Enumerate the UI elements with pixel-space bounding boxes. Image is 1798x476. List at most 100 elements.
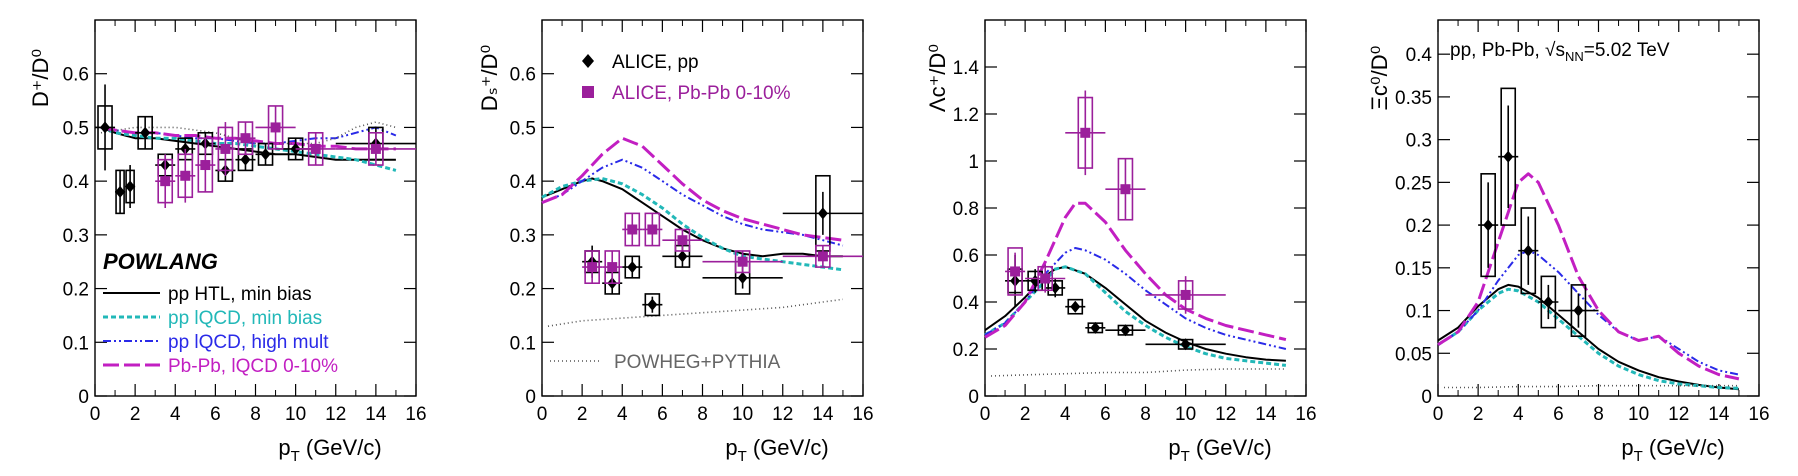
x-tick-label: 16: [1748, 404, 1769, 425]
panel-xi-c: 0 2 4 6 8 10 12 14 16 0 0.05 0.1 0.15 0.2 0.25 0.3 0.35 0…: [1367, 19, 1770, 465]
y-tick-label: 0.3: [63, 226, 89, 247]
marker-diamond: [737, 271, 748, 284]
data-point-alice-pp: [1145, 338, 1226, 351]
marker-diamond: [140, 126, 151, 139]
x-tick-label: 8: [1593, 404, 1604, 425]
marker-diamond: [260, 148, 271, 161]
legend-label: pp lQCD, high mult: [168, 332, 329, 353]
x-tick-label: 12: [1668, 404, 1689, 425]
y-tick-label: 0.4: [1406, 45, 1433, 66]
y-axis-label: Dₛ⁺/D⁰: [477, 45, 502, 112]
marker-diamond: [1483, 219, 1494, 232]
y-tick-label: 0.6: [510, 65, 536, 86]
x-axis-label: pT (GeV/c): [1621, 435, 1724, 465]
marker-diamond: [817, 207, 828, 220]
x-tick-label: 4: [1513, 404, 1524, 425]
curve-pbpb: [541, 136, 844, 242]
data-point-alice-pbpb: [195, 137, 216, 193]
powheg-label: POWHEG+PYTHIA: [614, 352, 781, 373]
y-tick-label: 0: [968, 387, 979, 408]
marker-square: [1040, 273, 1051, 284]
y-tick-label: 0.6: [63, 65, 89, 86]
marker-square: [627, 224, 638, 235]
x-tick-label: 2: [577, 404, 588, 425]
y-tick-label: 0.2: [953, 340, 979, 361]
legend-model: POWLANG pp HTL, min bias pp lQCD, min bi…: [103, 249, 338, 377]
marker-square: [1080, 127, 1091, 138]
data-point-alice-pbpb: [622, 212, 643, 247]
legend-data: ALICE, pp ALICE, Pb-Pb 0-10%: [582, 52, 791, 104]
x-tick-label: 8: [250, 404, 261, 425]
x-tick-label: 8: [697, 404, 708, 425]
marker-diamond: [1180, 338, 1191, 351]
legend-entry-alice-pbpb: ALICE, Pb-Pb 0-10%: [582, 83, 791, 104]
marker-square: [1010, 266, 1021, 277]
x-tick-label: 6: [1553, 404, 1564, 425]
marker-square: [310, 143, 321, 154]
data-point-alice-pp: [95, 84, 116, 171]
data-point-alice-pbpb: [662, 228, 703, 252]
plot-frame: [984, 19, 1307, 397]
x-tick-label: 16: [1295, 404, 1316, 425]
data-point-alice-pbpb: [602, 250, 623, 285]
data-point-alice-pp: [1518, 207, 1539, 295]
data-point-alice-pbpb: [1105, 157, 1146, 221]
y-tick-label: 0.2: [63, 280, 89, 301]
marker-diamond: [1573, 304, 1584, 317]
data-point-alice-pp: [115, 169, 126, 215]
y-axis-label: D⁺/D⁰: [28, 49, 53, 108]
curve-pp-hlt: [1437, 283, 1739, 391]
marker-square: [200, 160, 211, 171]
x-tick-label: 4: [170, 404, 181, 425]
curve-pp-lqcd: [541, 177, 844, 272]
marker-diamond: [240, 153, 251, 166]
data-point-alice-pbpb: [235, 121, 256, 156]
y-tick-label: 0.4: [63, 172, 90, 193]
data-point-alice-pbpb: [1145, 276, 1226, 314]
curve-powheg: [547, 298, 844, 327]
x-tick-label: 12: [772, 404, 793, 425]
x-tick-label: 2: [130, 404, 141, 425]
plot-frame: [1437, 19, 1760, 397]
x-tick-label: 6: [1100, 404, 1111, 425]
data-point-alice-pp: [642, 293, 663, 317]
x-tick-label: 14: [1708, 404, 1730, 425]
legend-entry-pp-lqcd: pp lQCD, min bias: [103, 308, 322, 329]
y-tick-label: 0.15: [1395, 259, 1432, 280]
data-point-alice-pbpb: [642, 212, 663, 247]
marker-square: [240, 133, 251, 144]
x-tick-label: 4: [1060, 404, 1071, 425]
y-tick-label: 0.05: [1395, 344, 1432, 365]
x-tick-label: 14: [1255, 404, 1277, 425]
x-axis-label: pT (GeV/c): [1168, 435, 1271, 465]
data-point-alice-pbpb: [582, 250, 603, 285]
marker-diamond: [1503, 150, 1514, 163]
legend-entry-pp-high: pp lQCD, high mult: [103, 332, 329, 353]
legend-entry-pp-htl: pp HTL, min bias: [103, 284, 312, 305]
x-tick-label: 0: [980, 404, 991, 425]
data-point-alice-pp: [1085, 321, 1106, 334]
y-tick-label: 0: [1421, 387, 1432, 408]
y-tick-label: 0.3: [1406, 131, 1432, 152]
data-point-alice-pp: [622, 255, 643, 279]
y-tick-label: 0.2: [1406, 216, 1432, 237]
marker-square: [737, 256, 748, 267]
data-point-alice-pbpb: [295, 132, 336, 166]
system-annotation: pp, Pb-Pb, √sNN=5.02 TeV: [1450, 40, 1670, 64]
legend-label: ALICE, pp: [612, 52, 699, 73]
x-tick-label: 14: [365, 404, 387, 425]
data-point-alice-pp: [1105, 324, 1146, 337]
x-tick-label: 12: [1215, 404, 1236, 425]
legend-entry-alice-pp: ALICE, pp: [582, 52, 699, 73]
marker-diamond: [1070, 300, 1081, 313]
marker-diamond: [1543, 296, 1554, 308]
data-point-alice-pbpb: [215, 122, 236, 176]
x-tick-label: 10: [285, 404, 306, 425]
x-tick-label: 0: [90, 404, 101, 425]
marker-square: [677, 235, 688, 246]
marker-square: [180, 170, 191, 181]
y-tick-label: 0.1: [510, 333, 536, 354]
y-tick-label: 1.4: [953, 58, 980, 79]
powheg-legend: POWHEG+PYTHIA: [550, 352, 781, 373]
marker-diamond: [1523, 244, 1534, 257]
